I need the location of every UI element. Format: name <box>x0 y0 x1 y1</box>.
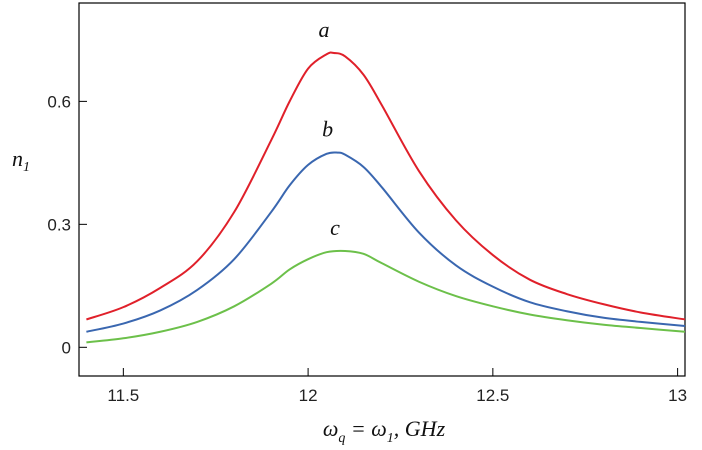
curve-labels: a b c <box>318 17 340 240</box>
series-line-a <box>86 51 686 321</box>
y-axis-label-sub: 1 <box>23 160 30 175</box>
x-tick-label: 11.5 <box>107 386 139 405</box>
y-tick-label: 0.6 <box>47 92 71 111</box>
series-line-b <box>86 151 686 333</box>
plot-frame <box>78 2 686 377</box>
curve-label-b: b <box>322 117 333 142</box>
x-axis-label-sub: q <box>338 431 345 446</box>
y-axis-label: n1 <box>12 146 30 175</box>
series-line-c <box>86 249 686 344</box>
curve-label-c: c <box>330 215 340 240</box>
curves <box>86 51 686 344</box>
ticks: 11.5 12 12.5 13 0 0.3 0.6 <box>47 92 687 405</box>
y-tick-label: 0.3 <box>47 215 71 234</box>
curve-label-a: a <box>318 17 329 42</box>
x-axis-label-sub2: 1 <box>387 431 394 446</box>
x-axis-label-rest: = ω <box>345 416 386 441</box>
x-axis-label-main: ω <box>323 416 339 441</box>
y-axis-label-main: n <box>12 146 23 171</box>
x-axis-label: ωq = ω1, GHz <box>323 416 446 446</box>
x-tick-label: 12 <box>299 386 318 405</box>
x-tick-label: 12.5 <box>476 386 509 405</box>
y-tick-label: 0 <box>62 338 71 357</box>
x-tick-label: 13 <box>668 386 687 405</box>
x-axis-label-tail: , GHz <box>394 416 446 441</box>
